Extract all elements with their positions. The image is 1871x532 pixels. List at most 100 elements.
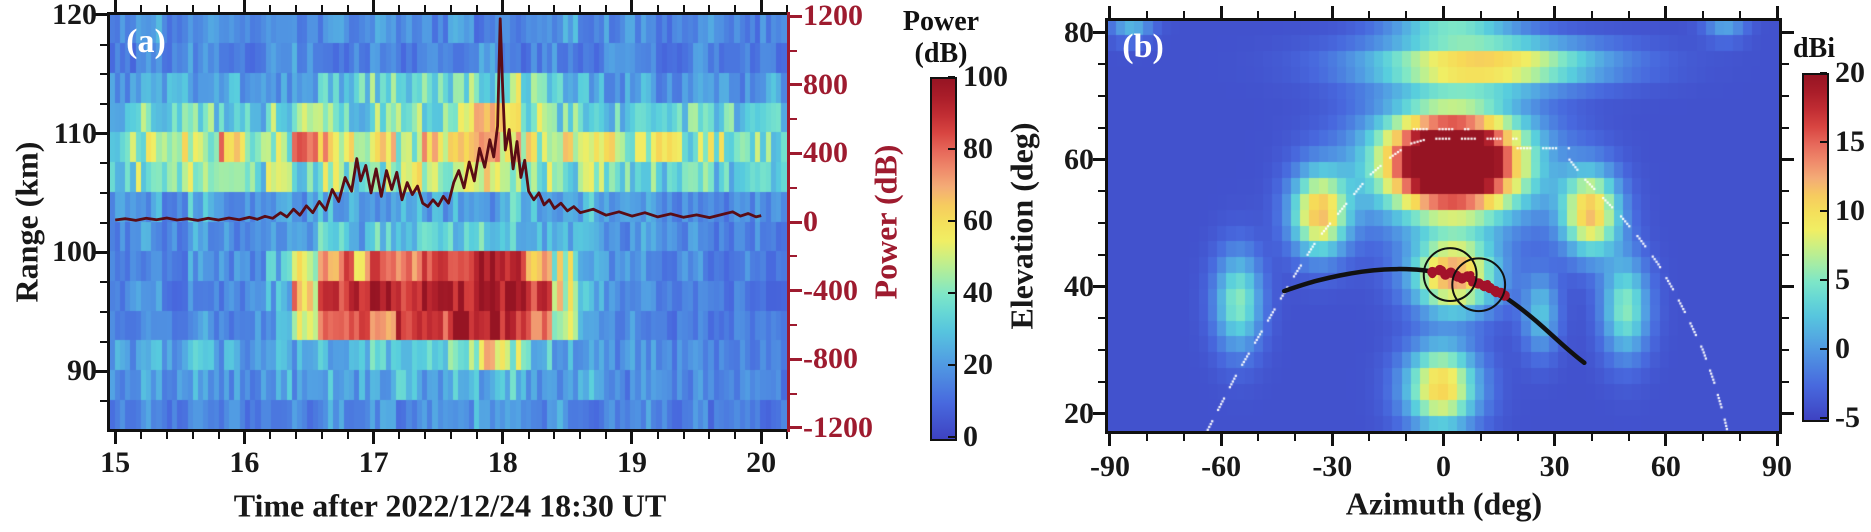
panel-b-y-minor-tick — [1782, 222, 1789, 225]
panel-a-x-minor-tick — [269, 432, 272, 439]
panel-b-heatmap — [1107, 20, 1780, 432]
panel-a-x-minor-tick — [398, 5, 401, 12]
panel-a-x-minor-tick — [424, 432, 427, 439]
panel-b-y-major-tick — [1782, 158, 1794, 162]
panel-a-colorbar-title-line2: (dB) — [914, 38, 968, 69]
panel-b-x-major-tick — [1442, 434, 1445, 446]
panel-a-right-tick-label: 0 — [803, 205, 818, 239]
panel-a-y-major-tick — [95, 250, 107, 254]
panel-b-y-major-tick — [1093, 31, 1105, 35]
panel-b-x-minor-tick — [1405, 11, 1408, 18]
panel-b-y-minor-tick — [1782, 349, 1789, 352]
panel-b-left-spine — [1105, 18, 1108, 434]
panel-b-x-axis-label: Azimuth (deg) — [1345, 485, 1543, 522]
panel-a-x-tick-label: 20 — [746, 446, 777, 479]
panel-a-y-tick-label: 110 — [53, 116, 97, 150]
panel-a-x-minor-tick — [605, 432, 608, 439]
panel-b-x-major-tick — [1108, 6, 1112, 18]
panel-b-colorbar-tick — [1820, 348, 1827, 350]
panel-a-y-minor-tick — [100, 310, 107, 313]
panel-b-x-major-tick — [1219, 434, 1223, 446]
panel-a-top-spine — [107, 12, 790, 15]
panel-a-right-minor-tick — [790, 324, 797, 326]
panel-a-right-minor-tick — [790, 49, 797, 52]
panel-a-y-minor-tick — [100, 221, 107, 224]
panel-a-colorbar-tick — [948, 292, 955, 294]
panel-b-x-major-tick — [1553, 6, 1557, 18]
panel-a-x-minor-tick — [475, 5, 478, 12]
panel-b-colorbar-tick-label: 20 — [1835, 56, 1865, 89]
panel-a-x-major-tick — [630, 432, 634, 444]
panel-a-right-major-tick — [790, 426, 802, 430]
panel-a-colorbar-tick-label: 80 — [963, 132, 993, 165]
panel-b-y-minor-tick — [1098, 126, 1105, 129]
panel-b-x-major-tick — [1664, 6, 1668, 18]
panel-b-x-minor-tick — [1627, 11, 1630, 18]
panel-a-x-minor-tick — [708, 432, 711, 439]
panel-a-colorbar — [930, 77, 957, 441]
panel-b-y-minor-tick — [1782, 380, 1789, 383]
panel-b-x-major-tick — [1442, 6, 1445, 18]
panel-a-x-minor-tick — [553, 5, 556, 12]
panel-a-x-minor-tick — [579, 5, 582, 12]
panel-a-x-minor-tick — [605, 5, 608, 12]
panel-b-colorbar — [1802, 73, 1829, 422]
panel-b-x-minor-tick — [1368, 434, 1371, 441]
panel-b-x-minor-tick — [1738, 11, 1741, 18]
panel-a-x-minor-tick — [786, 432, 788, 439]
panel-a-y-minor-tick — [100, 162, 107, 165]
panel-b-x-tick-label: 90 — [1762, 450, 1793, 483]
panel-b-x-major-tick — [1108, 434, 1112, 446]
panel-a-x-axis-label: Time after 2022/12/24 18:30 UT — [233, 487, 667, 524]
panel-b-y-minor-tick — [1098, 253, 1105, 256]
panel-a-right-major-tick — [790, 289, 802, 293]
panel-a-x-minor-tick — [682, 432, 685, 439]
panel-b-y-minor-tick — [1098, 349, 1105, 352]
panel-b-y-tick-label: 40 — [1064, 269, 1094, 303]
panel-b-x-minor-tick — [1627, 434, 1630, 441]
panel-a-x-tick-label: 17 — [358, 446, 389, 479]
panel-b-x-minor-tick — [1479, 434, 1482, 441]
panel-b-x-tick-label: -90 — [1089, 450, 1130, 483]
panel-b-y-minor-tick — [1098, 380, 1105, 383]
panel-a-x-minor-tick — [424, 5, 427, 12]
panel-b-colorbar-title: dBi — [1792, 33, 1836, 64]
panel-b-y-minor-tick — [1782, 317, 1789, 320]
panel-a-x-major-tick — [630, 0, 634, 12]
panel-b-x-major-tick — [1330, 434, 1334, 446]
panel-a-x-minor-tick — [269, 5, 272, 12]
panel-a-y-major-tick — [95, 369, 107, 373]
panel-a-right-axis-label: Power (dB) — [867, 144, 904, 300]
panel-a-left-spine — [107, 12, 110, 432]
panel-a-heatmap — [110, 14, 787, 430]
panel-b-y-minor-tick — [1098, 63, 1105, 66]
panel-b-x-minor-tick — [1701, 434, 1704, 441]
panel-b-y-minor-tick — [1098, 190, 1105, 193]
panel-a-x-minor-tick — [708, 5, 711, 12]
panel-a-right-tick-label: 1200 — [803, 0, 863, 33]
panel-b-y-major-tick — [1093, 412, 1105, 416]
panel-b-x-minor-tick — [1590, 434, 1593, 441]
panel-a-x-major-tick — [242, 432, 246, 444]
panel-a-colorbar-tick — [948, 76, 955, 78]
panel-a-right-major-tick — [790, 14, 802, 18]
panel-b-colorbar-tick — [1820, 279, 1827, 281]
panel-b-letter: (b) — [1122, 28, 1164, 65]
panel-b-colorbar-tick-label: 0 — [1835, 332, 1850, 365]
panel-a-x-minor-tick — [191, 432, 194, 439]
panel-b-x-minor-tick — [1257, 434, 1260, 441]
panel-b-x-tick-label: 30 — [1539, 450, 1570, 483]
panel-a-y-minor-tick — [100, 340, 107, 343]
panel-b-x-major-tick — [1775, 434, 1779, 446]
panel-a-right-minor-tick — [790, 255, 797, 258]
panel-a-x-minor-tick — [398, 432, 401, 439]
panel-b-x-major-tick — [1330, 6, 1334, 18]
panel-a-y-major-tick — [95, 13, 107, 17]
panel-b-colorbar-tick — [1820, 417, 1827, 419]
panel-a-x-tick-label: 16 — [229, 446, 260, 479]
panel-a-y-tick-label: 120 — [52, 0, 97, 31]
panel-b-x-tick-label: 60 — [1650, 450, 1681, 483]
panel-a-colorbar-tick — [948, 148, 955, 150]
panel-a-x-minor-tick — [140, 432, 142, 439]
